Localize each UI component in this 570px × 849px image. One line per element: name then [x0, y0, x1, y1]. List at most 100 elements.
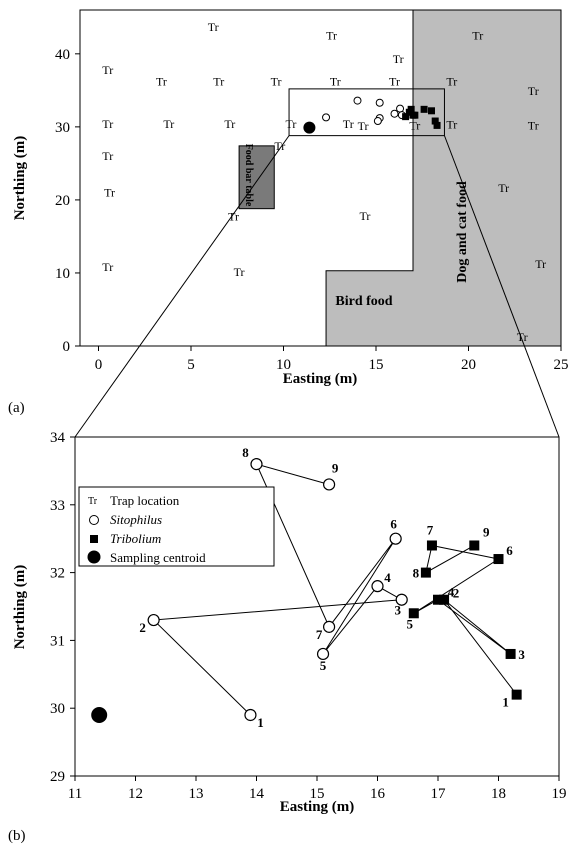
tribolium-point [402, 113, 410, 121]
trap-label: Tr [285, 117, 296, 131]
x-tick-label: 5 [187, 357, 195, 373]
point-label: 2 [453, 586, 460, 601]
x-tick-label: 17 [431, 786, 447, 802]
point-label: 5 [320, 658, 327, 673]
trap-label: Tr [472, 29, 483, 43]
trap-label: Tr [393, 52, 404, 66]
legend-trap-symbol: Tr [88, 496, 98, 507]
point-label: 5 [407, 616, 414, 631]
trap-label: Tr [224, 117, 235, 131]
tribolium-point [420, 105, 428, 113]
legend-tribolium-marker [90, 535, 98, 543]
point-label: 6 [506, 543, 513, 558]
point-label: 9 [483, 524, 490, 539]
y-axis-ticks: 29 30 31 32 33 34 [50, 430, 75, 785]
x-tick-label: 12 [128, 786, 143, 802]
tribolium-point [428, 107, 435, 115]
tribolium-point [426, 540, 437, 551]
x-tick-label: 19 [552, 786, 567, 802]
sitophilus-points [147, 458, 408, 722]
y-tick-label: 40 [55, 47, 70, 63]
trap-label: Tr [156, 75, 167, 89]
tribolium-point [420, 567, 431, 578]
trap-label: Tr [104, 186, 115, 200]
sitophilus-point [395, 593, 408, 606]
tribolium-point [469, 540, 480, 551]
x-tick-label: 20 [461, 357, 476, 373]
trap-label: Tr [528, 84, 539, 98]
trap-label: Tr [343, 117, 354, 131]
tribolium-point [511, 689, 522, 700]
food-bar-table-box [238, 145, 275, 210]
x-tick-label: 15 [369, 357, 384, 373]
point-label: 1 [257, 715, 264, 730]
y-axis-ticks: 0 10 20 30 40 [55, 47, 80, 355]
trap-label: Tr [271, 75, 282, 89]
bird-food-label: Bird food [335, 294, 392, 309]
y-tick-label: 29 [50, 769, 65, 785]
tribolium-point [408, 608, 419, 619]
legend: Tr Trap location Sitophilus Tribolium Sa… [78, 486, 275, 567]
trap-label: Tr [213, 75, 224, 89]
tribolium-point [411, 111, 419, 119]
point-label: 8 [413, 566, 420, 581]
legend-centroid-label: Sampling centroid [110, 550, 206, 565]
panel-label: (b) [8, 828, 26, 844]
point-number-labels: 1 2 3 4 5 6 7 8 9 1 2 3 4 5 6 7 8 9 [139, 445, 525, 730]
trap-label: Tr [234, 265, 245, 279]
trap-label: Tr [102, 63, 113, 77]
trap-label: Tr [274, 139, 285, 153]
trap-label: Tr [102, 149, 113, 163]
legend-trap-label: Trap location [110, 493, 180, 508]
x-tick-label: 25 [554, 357, 569, 373]
point-label: 2 [139, 620, 146, 635]
trap-label: Tr [208, 20, 219, 34]
tribolium-point [505, 648, 516, 659]
y-tick-label: 20 [55, 193, 70, 209]
zoom-box [288, 88, 445, 137]
point-label: 1 [502, 695, 509, 710]
y-tick-label: 30 [50, 701, 65, 717]
tribolium-points [402, 105, 441, 129]
y-tick-label: 30 [55, 120, 70, 136]
sitophilus-point [322, 113, 331, 122]
point-label: 9 [332, 460, 339, 475]
sitophilus-point [390, 109, 399, 118]
trap-label: Tr [102, 117, 113, 131]
sitophilus-point [371, 580, 384, 593]
tribolium-point [407, 105, 415, 113]
y-tick-label: 10 [55, 266, 70, 282]
x-tick-label: 15 [310, 786, 325, 802]
point-label: 3 [518, 647, 525, 662]
x-tick-label: 18 [491, 786, 506, 802]
x-axis-label: Easting (m) [280, 799, 355, 815]
tribolium-point [431, 117, 439, 125]
y-tick-label: 33 [50, 498, 65, 514]
y-axis-label: Northing (m) [12, 565, 28, 650]
sitophilus-point [244, 708, 257, 722]
sitophilus-point [375, 98, 384, 107]
legend-box [78, 486, 275, 567]
legend-sitophilus-label: Sitophilus [110, 512, 162, 527]
panel-a-frame [79, 9, 562, 347]
trap-label: Tr [228, 210, 239, 224]
trap-label: Tr [358, 119, 369, 133]
tribolium-points [408, 540, 522, 700]
legend-sitophilus-marker [89, 515, 99, 525]
sitophilus-point [373, 117, 382, 126]
y-axis-label: Northing (m) [12, 136, 28, 221]
trap-label: Tr [409, 118, 420, 132]
x-axis-ticks: 0 5 10 15 20 25 [95, 346, 569, 373]
sitophilus-point [147, 613, 160, 627]
x-axis-ticks: 11 12 13 14 15 16 17 18 19 [68, 776, 567, 802]
x-axis-label: Easting (m) [283, 371, 358, 387]
sitophilus-point [323, 478, 336, 491]
y-tick-label: 32 [50, 566, 65, 582]
trap-label: Tr [446, 118, 457, 132]
point-label: 8 [242, 445, 249, 460]
point-label: 4 [448, 585, 455, 600]
point-label: 7 [427, 522, 434, 537]
sitophilus-point [353, 96, 362, 105]
trap-label: Tr [330, 75, 341, 89]
